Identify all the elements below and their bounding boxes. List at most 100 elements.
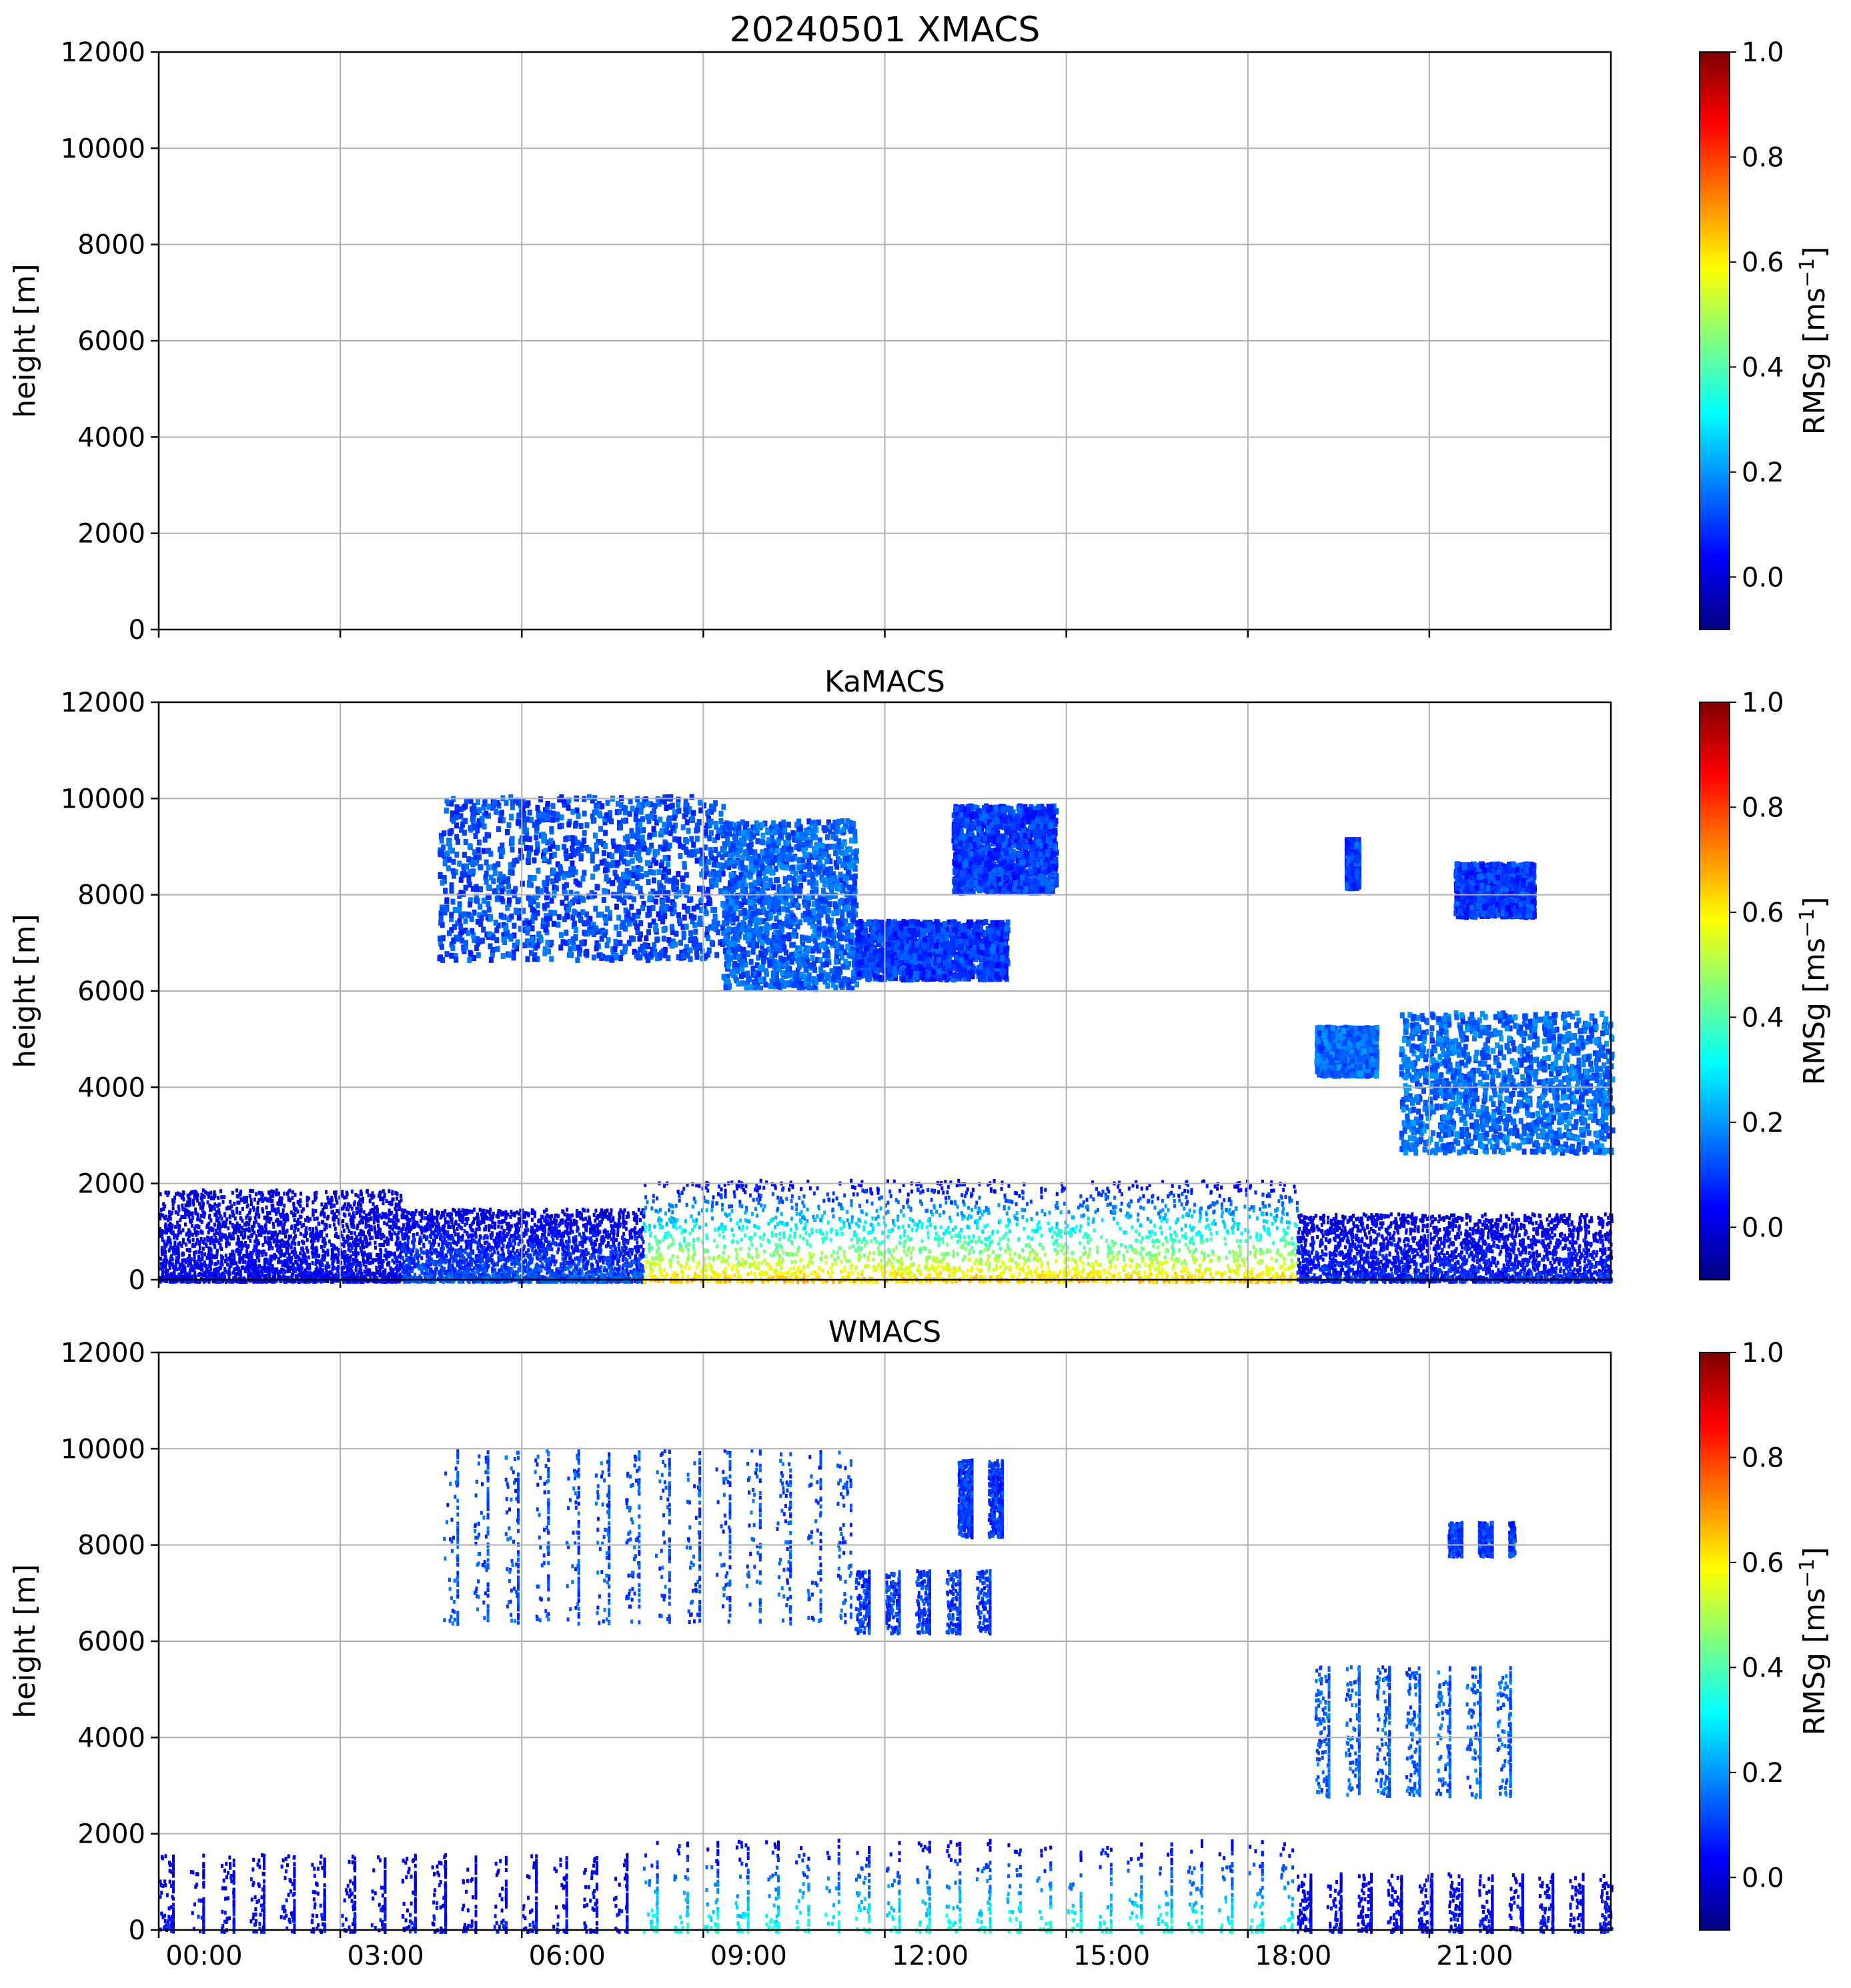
echo-cell bbox=[992, 954, 997, 960]
echo-cell bbox=[522, 828, 528, 834]
echo-cell bbox=[565, 801, 570, 808]
echo-cell bbox=[692, 851, 697, 857]
echo-cell bbox=[804, 863, 810, 870]
echo-cell bbox=[937, 956, 942, 963]
echo-cell bbox=[965, 963, 971, 970]
echo-cell bbox=[765, 828, 770, 835]
echo-cell bbox=[866, 933, 872, 940]
echo-cell bbox=[858, 941, 863, 948]
echo-cell bbox=[688, 956, 693, 962]
echo-cell bbox=[765, 914, 770, 921]
echo-cell bbox=[573, 838, 578, 845]
echo-cell bbox=[578, 915, 583, 922]
echo-cell bbox=[579, 846, 584, 852]
echo-cell bbox=[845, 870, 850, 876]
echo-cell bbox=[664, 805, 669, 811]
echo-cell bbox=[985, 938, 991, 944]
echo-cell bbox=[594, 848, 600, 854]
echo-cell bbox=[811, 960, 816, 967]
echo-cell bbox=[673, 941, 678, 948]
echo-cell bbox=[754, 897, 760, 904]
echo-cell bbox=[952, 920, 957, 926]
echo-cell bbox=[981, 965, 987, 972]
echo-cell bbox=[638, 931, 643, 938]
echo-cell bbox=[952, 972, 957, 978]
echo-cell bbox=[565, 913, 570, 920]
echo-cell bbox=[633, 816, 638, 822]
echo-cell bbox=[796, 818, 801, 825]
echo-cell bbox=[650, 946, 655, 953]
echo-cell bbox=[771, 829, 776, 836]
echo-cell bbox=[610, 838, 616, 845]
echo-cell bbox=[458, 813, 464, 820]
echo-cell bbox=[532, 914, 538, 921]
echo-cell bbox=[525, 858, 530, 864]
echo-cell bbox=[530, 906, 535, 913]
echo-cell bbox=[459, 826, 464, 833]
echo-cell bbox=[810, 832, 815, 839]
echo-cell bbox=[780, 847, 786, 854]
echo-cell bbox=[598, 839, 604, 846]
echo-cell bbox=[818, 942, 824, 949]
echo-cell bbox=[739, 960, 744, 967]
echo-cell bbox=[785, 965, 790, 972]
echo-cell bbox=[439, 944, 444, 950]
echo-cell bbox=[753, 855, 758, 862]
echo-cell bbox=[767, 962, 772, 968]
echo-cell bbox=[526, 850, 532, 857]
echo-cell bbox=[496, 876, 502, 883]
echo-cell bbox=[844, 936, 850, 942]
echo-cell bbox=[478, 864, 483, 870]
echo-cell bbox=[642, 942, 648, 948]
echo-cell bbox=[672, 876, 677, 883]
echo-cell bbox=[822, 903, 828, 910]
echo-cell bbox=[904, 970, 909, 976]
echo-cell bbox=[935, 927, 941, 934]
echo-cell bbox=[468, 897, 473, 904]
echo-cell bbox=[610, 950, 616, 956]
echo-cell bbox=[829, 968, 834, 974]
echo-cell bbox=[684, 944, 689, 950]
echo-cell bbox=[873, 973, 878, 980]
echo-cell bbox=[738, 830, 743, 836]
echo-cell bbox=[836, 818, 842, 825]
echo-cell bbox=[884, 974, 889, 981]
echo-cell bbox=[827, 901, 832, 908]
echo-cell bbox=[814, 854, 820, 860]
echo-cell bbox=[787, 887, 792, 894]
echo-cell bbox=[492, 863, 498, 870]
echo-cell bbox=[806, 910, 811, 916]
echo-cell bbox=[824, 961, 829, 968]
echo-cell bbox=[628, 893, 633, 900]
echo-cell bbox=[806, 972, 812, 979]
echo-cell bbox=[802, 962, 807, 968]
echo-cell bbox=[945, 932, 950, 938]
echo-cell bbox=[854, 981, 859, 988]
echo-cell bbox=[567, 901, 572, 908]
echo-cell bbox=[709, 940, 714, 946]
echo-cell bbox=[814, 898, 820, 905]
echo-cell bbox=[482, 836, 488, 843]
echo-cell bbox=[708, 830, 714, 836]
echo-cell bbox=[780, 898, 786, 904]
echo-cell bbox=[760, 906, 766, 913]
echo-cell bbox=[466, 930, 471, 936]
echo-cell bbox=[554, 871, 559, 878]
echo-cell bbox=[676, 954, 681, 960]
echo-cell bbox=[822, 930, 828, 937]
echo-cell bbox=[764, 929, 770, 936]
echo-cell bbox=[722, 841, 727, 848]
echo-cell bbox=[726, 949, 732, 956]
echo-cell bbox=[686, 851, 692, 858]
echo-cell bbox=[908, 958, 914, 964]
echo-cell bbox=[782, 944, 787, 951]
echo-cell bbox=[488, 915, 494, 922]
echo-cell bbox=[691, 842, 696, 848]
echo-cell bbox=[603, 830, 608, 836]
echo-cell bbox=[598, 812, 603, 819]
echo-cell bbox=[660, 899, 666, 906]
echo-cell bbox=[500, 848, 506, 855]
echo-cell bbox=[684, 884, 690, 891]
echo-cell bbox=[795, 923, 800, 930]
echo-cell bbox=[444, 807, 449, 814]
